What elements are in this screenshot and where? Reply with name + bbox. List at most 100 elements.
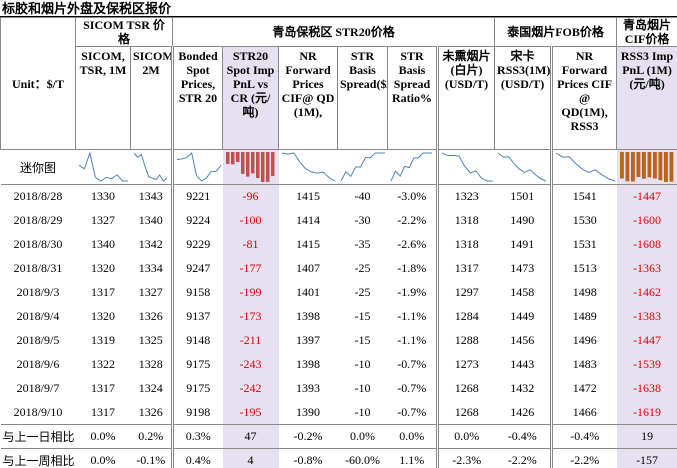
- sparkline-bar: [630, 152, 635, 182]
- cell: -0.2%: [278, 424, 338, 449]
- column-header: STR20 Spot Imp PnL vs CR (元/吨): [222, 46, 279, 150]
- cell: 1390: [296, 404, 320, 419]
- cell: 0.0%: [337, 424, 388, 449]
- cell: 1334: [130, 256, 174, 281]
- cell: -199: [222, 280, 279, 305]
- sparkline-line: [497, 152, 546, 182]
- sparkline: [133, 152, 167, 182]
- sparkline-cell: [387, 149, 439, 185]
- sparkline-line: [176, 152, 222, 182]
- cell: -0.4%: [551, 424, 617, 449]
- cell: 1330: [91, 189, 115, 204]
- cell: 1268: [454, 381, 479, 395]
- group-header-row: Unit：$/T SICOM TSR 价格 青岛保税区 STR20价格 泰国烟片FOB…: [0, 17, 677, 150]
- cell: -96: [222, 184, 279, 209]
- cell: 1.1%: [387, 448, 439, 468]
- cell: 1327: [91, 213, 115, 227]
- cell: 1498: [572, 285, 597, 299]
- cell: -1.9%: [387, 280, 439, 305]
- cell: 1401: [296, 285, 320, 299]
- cell: -1.1%: [387, 328, 439, 353]
- cell: 0.0%: [437, 424, 495, 449]
- cell: 1414: [296, 213, 320, 227]
- cell: -1363: [616, 256, 677, 281]
- cell: -60.0%: [337, 448, 388, 468]
- cell: 1432: [494, 376, 554, 401]
- data-row: 2018/8/31 1320 1334 9247 -177 1407 -25 -1.8% 131…: [1, 256, 677, 281]
- sparkline: [619, 152, 673, 182]
- cell: 9137: [186, 309, 211, 323]
- cell: -1608: [616, 232, 677, 257]
- cell: 9175: [186, 381, 211, 395]
- data-row: 2018/9/6 1322 1328 9175 -243 1398 -10 -0.7% 1273…: [1, 352, 677, 377]
- cell: -0.7%: [387, 352, 439, 377]
- cell: 1393: [296, 381, 320, 395]
- cell: -0.8%: [278, 448, 338, 468]
- row-date: 2018/9/10: [13, 404, 63, 419]
- cell: 1317: [91, 285, 115, 299]
- cell: 9247: [186, 261, 211, 275]
- sparkline-cell: [130, 149, 174, 185]
- cell: -25: [354, 285, 371, 299]
- sparkline-line: [340, 152, 385, 182]
- cell: 1320: [91, 261, 115, 275]
- cell: -173: [222, 304, 279, 329]
- sparkline-cell: [551, 149, 617, 185]
- sparkline: [78, 151, 128, 182]
- sparkline-bar: [669, 152, 673, 182]
- group-header: 青岛烟片CIF价格: [616, 17, 677, 47]
- cell: -15: [354, 333, 371, 347]
- row-date: 2018/9/3: [16, 285, 60, 299]
- cell: 1324: [130, 376, 174, 401]
- row-date: 2018/9/5: [16, 333, 60, 347]
- cell: -2.3%: [437, 448, 495, 468]
- cell: 1319: [91, 333, 115, 347]
- sparkline-cell: [616, 149, 677, 185]
- cell: 1496: [572, 333, 597, 347]
- column-header: SICOM, TSR, 1M: [75, 46, 131, 150]
- sparkline: [176, 152, 222, 182]
- sparkline-bar: [625, 152, 629, 182]
- cell: 1317: [454, 261, 479, 275]
- group-header: SICOM TSR 价格: [75, 17, 173, 47]
- cell: 1473: [494, 256, 554, 281]
- cell: -10: [354, 381, 371, 395]
- sparkline-bar: [230, 152, 234, 165]
- group-header: 青岛保税区 STR20价格: [171, 17, 496, 47]
- cell: 9224: [186, 213, 211, 227]
- sparkline-line: [390, 152, 432, 182]
- cell: -195: [222, 400, 279, 425]
- sparkline-bar: [619, 152, 624, 179]
- cell: -15: [354, 309, 371, 323]
- cell: -0.4%: [494, 424, 554, 449]
- cell: 1317: [91, 404, 115, 419]
- cell: 1323: [454, 189, 479, 204]
- row-date: 2018/8/31: [13, 261, 63, 275]
- cell: 0.0%: [75, 424, 131, 449]
- sparkline-line: [441, 152, 493, 182]
- row-date: 2018/8/28: [13, 189, 63, 204]
- cell: -2.2%: [387, 208, 439, 233]
- sparkline-bar: [245, 152, 249, 177]
- cell: -1.1%: [387, 304, 439, 329]
- summary-row: 与上一周相比 0.0% -0.1% 0.4% 4 -0.8% -60.0% 1.1% -2.3%…: [0, 448, 677, 468]
- cell: -1447: [616, 328, 677, 353]
- cell: -2.2%: [494, 448, 554, 468]
- sparkline-bar: [663, 152, 668, 182]
- cell: -10: [354, 404, 371, 419]
- row-date: 2018/9/6: [16, 357, 60, 371]
- sparkline: [340, 152, 385, 182]
- cell: 1458: [494, 280, 554, 305]
- sparkline-bar: [265, 152, 269, 182]
- cell: 1397: [296, 333, 320, 347]
- cell: -100: [222, 208, 279, 233]
- cell: -211: [222, 328, 279, 353]
- sparkline-bar: [260, 152, 264, 182]
- sparkline-bar: [641, 152, 646, 179]
- column-header: RSS3 Imp PnL (1M)(元/吨): [616, 46, 677, 150]
- cell: -30: [354, 213, 371, 227]
- cell: 1340: [91, 237, 115, 251]
- sparkline-bar: [235, 152, 239, 162]
- column-header: 未熏烟片(白片)(USD/T): [436, 46, 496, 150]
